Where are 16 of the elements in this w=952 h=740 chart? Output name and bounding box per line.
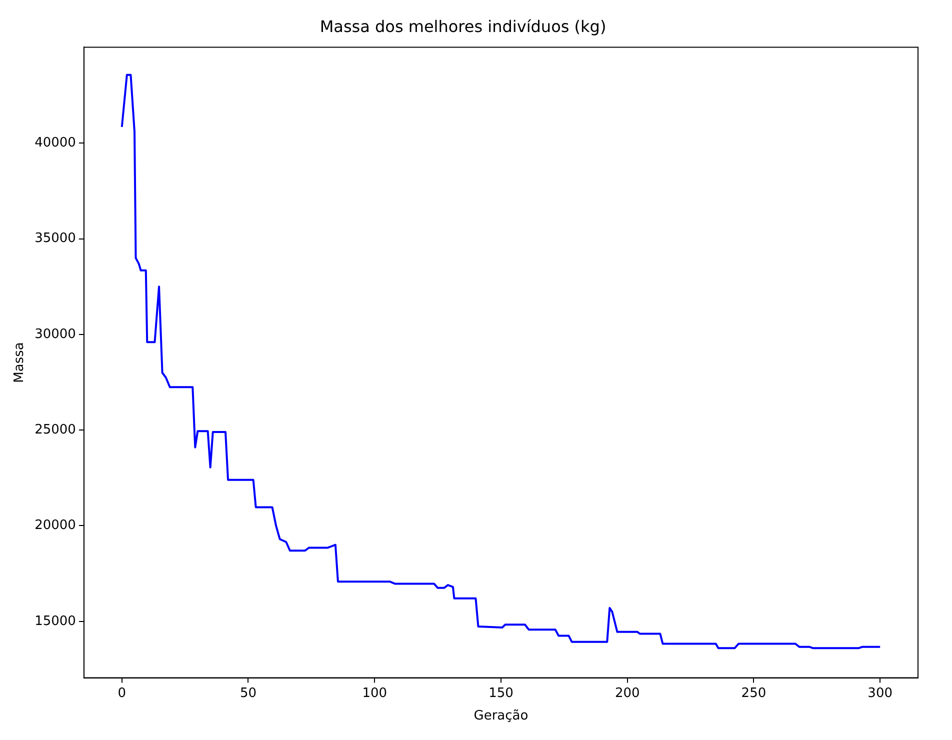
x-tick-label: 50 bbox=[240, 686, 257, 701]
x-tick-label: 200 bbox=[614, 686, 640, 701]
y-tick-label: 40000 bbox=[34, 136, 76, 151]
y-tick-label: 15000 bbox=[34, 614, 76, 629]
y-tick-label: 25000 bbox=[34, 422, 76, 438]
y-tick-label: 30000 bbox=[34, 326, 76, 342]
x-tick-label: 150 bbox=[488, 686, 514, 701]
y-tick-label: 35000 bbox=[34, 231, 76, 246]
x-axis-title: Geração bbox=[474, 708, 528, 724]
chart-title: Massa dos melhores indivíduos (kg) bbox=[320, 16, 606, 36]
x-tick-label: 300 bbox=[868, 686, 893, 701]
x-tick-label: 0 bbox=[118, 686, 126, 701]
x-tick-label: 250 bbox=[741, 686, 766, 701]
y-tick-label: 20000 bbox=[34, 518, 76, 534]
y-axis-title: Massa bbox=[12, 342, 28, 383]
x-tick-label: 100 bbox=[362, 686, 388, 701]
